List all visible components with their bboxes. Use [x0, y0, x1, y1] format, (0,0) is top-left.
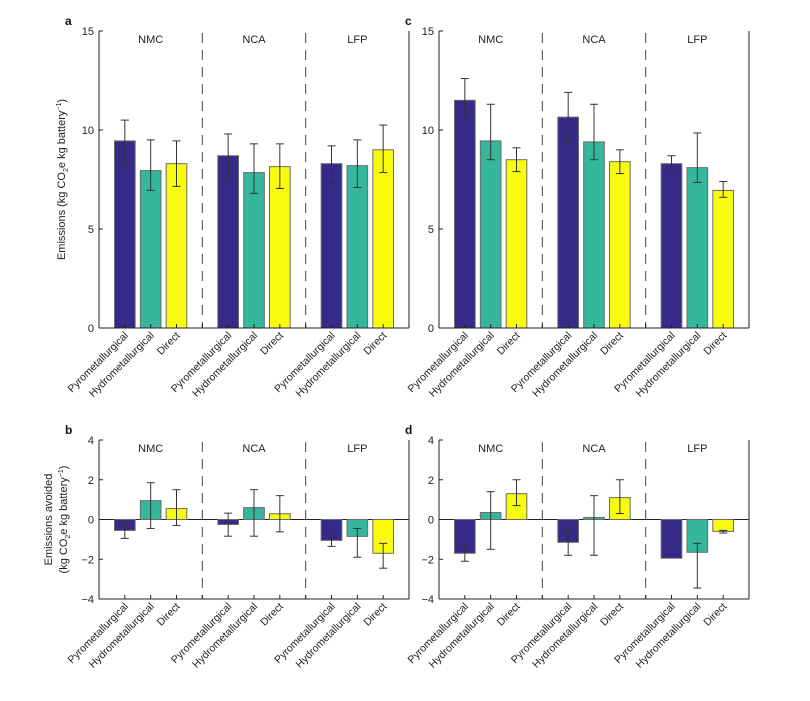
bar-nca-pyrometallurgical	[557, 116, 579, 329]
panel-letter: c	[405, 14, 412, 28]
y-tick-label: 0	[428, 515, 434, 527]
group-label-nca: NCA	[242, 34, 266, 46]
bar-lfp-pyrometallurgical	[660, 163, 683, 329]
y-axis-label: Emissions avoided	[43, 474, 55, 566]
category-label: Direct	[258, 330, 286, 358]
bar-lfp-hydrometallurgical	[346, 165, 369, 329]
label-text: Emissions (kg CO	[56, 172, 68, 260]
y-tick-label: 2	[88, 475, 94, 487]
y-tick-label: 0	[88, 323, 94, 335]
y-tick-label: 5	[88, 224, 94, 236]
bar-lfp-direct	[372, 149, 395, 329]
y-tick-label: 15	[422, 26, 434, 38]
label-text: )	[56, 99, 68, 103]
bar-lfp-pyrometallurgical	[320, 163, 343, 329]
label-text: e kg battery	[56, 110, 68, 168]
bar-lfp-pyrometallurgical	[660, 519, 683, 559]
bar-nmc-direct	[165, 163, 188, 329]
group-label-nca: NCA	[582, 443, 606, 455]
bar-lfp-direct	[712, 519, 734, 532]
group-label-lfp: LFP	[687, 34, 707, 46]
label-text: )	[58, 466, 70, 470]
category-label: Direct	[155, 601, 183, 629]
y-axis-label: Emissions (kg CO2e kg battery−1)	[56, 99, 70, 260]
y-tick-label: −2	[421, 554, 434, 566]
y-tick-label: 5	[428, 224, 434, 236]
group-label-nmc: NMC	[138, 34, 163, 46]
y-tick-label: 10	[82, 125, 94, 137]
panel-letter: a	[65, 14, 72, 28]
bar-nca-direct	[269, 166, 291, 329]
bar-nmc-pyrometallurgical	[114, 140, 136, 329]
subscript: 2	[63, 168, 70, 172]
bar-nca-hydrometallurgical	[243, 172, 265, 329]
category-label: Direct	[495, 330, 523, 358]
bar-nca-pyrometallurgical	[217, 155, 239, 329]
category-label: Direct	[598, 330, 626, 358]
y-axis-label-units: (kg CO2e kg battery−1)	[58, 466, 72, 574]
bar-nca-direct	[609, 161, 631, 329]
y-tick-label: 15	[82, 26, 94, 38]
group-label-nca: NCA	[582, 34, 606, 46]
label-text: (kg CO	[58, 538, 70, 573]
category-label: Direct	[701, 601, 729, 629]
y-tick-label: 0	[88, 515, 94, 527]
subscript: 2	[65, 535, 72, 539]
label-text: e kg battery	[58, 477, 70, 535]
group-label-lfp: LFP	[347, 34, 367, 46]
category-label: Direct	[598, 601, 626, 629]
panel-letter: b	[65, 423, 72, 437]
category-label: Direct	[155, 330, 183, 358]
category-label: Direct	[361, 601, 389, 629]
y-tick-label: 4	[88, 435, 94, 447]
category-label: Direct	[361, 330, 389, 358]
panel-letter: d	[405, 423, 412, 437]
category-label: Direct	[495, 601, 523, 629]
group-label-nmc: NMC	[478, 443, 503, 455]
bar-lfp-hydrometallurgical	[686, 167, 709, 329]
category-label: Direct	[258, 601, 286, 629]
y-tick-label: 2	[428, 475, 434, 487]
bar-nca-hydrometallurgical	[583, 141, 605, 329]
y-tick-label: 4	[428, 435, 434, 447]
y-tick-label: 10	[422, 125, 434, 137]
group-label-lfp: LFP	[347, 443, 367, 455]
group-label-nmc: NMC	[478, 34, 503, 46]
bar-nmc-pyrometallurgical	[454, 99, 476, 329]
bar-nmc-hydrometallurgical	[479, 140, 502, 329]
y-tick-label: −4	[421, 594, 434, 606]
group-label-nmc: NMC	[138, 443, 163, 455]
bar-lfp-direct	[712, 189, 734, 329]
group-label-lfp: LFP	[687, 443, 707, 455]
category-label: Direct	[701, 330, 729, 358]
bar-nmc-direct	[505, 159, 528, 329]
y-tick-label: 0	[428, 323, 434, 335]
superscript: −1	[56, 103, 63, 111]
group-label-nca: NCA	[242, 443, 266, 455]
bar-nmc-hydrometallurgical	[139, 170, 162, 329]
y-tick-label: −4	[81, 594, 94, 606]
y-tick-label: −2	[81, 554, 94, 566]
superscript: −1	[58, 469, 65, 477]
